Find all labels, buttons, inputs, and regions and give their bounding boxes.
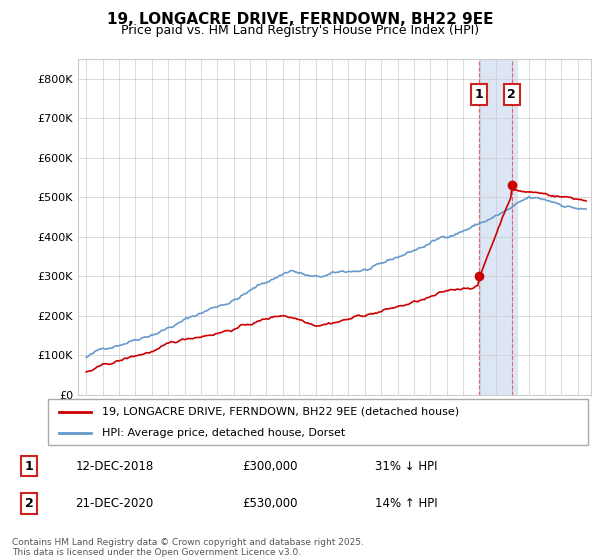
Text: £530,000: £530,000 xyxy=(242,497,298,510)
Bar xyxy=(479,59,517,395)
Text: £300,000: £300,000 xyxy=(242,460,298,473)
Text: Price paid vs. HM Land Registry's House Price Index (HPI): Price paid vs. HM Land Registry's House … xyxy=(121,24,479,36)
Text: 19, LONGACRE DRIVE, FERNDOWN, BH22 9EE: 19, LONGACRE DRIVE, FERNDOWN, BH22 9EE xyxy=(107,12,493,27)
Text: Contains HM Land Registry data © Crown copyright and database right 2025.
This d: Contains HM Land Registry data © Crown c… xyxy=(12,538,364,557)
FancyBboxPatch shape xyxy=(48,399,588,445)
Text: 12-DEC-2018: 12-DEC-2018 xyxy=(76,460,154,473)
Text: 14% ↑ HPI: 14% ↑ HPI xyxy=(375,497,437,510)
Text: 2: 2 xyxy=(25,497,34,510)
Text: 21-DEC-2020: 21-DEC-2020 xyxy=(76,497,154,510)
Text: HPI: Average price, detached house, Dorset: HPI: Average price, detached house, Dors… xyxy=(102,428,345,438)
Text: 1: 1 xyxy=(25,460,34,473)
Text: 19, LONGACRE DRIVE, FERNDOWN, BH22 9EE (detached house): 19, LONGACRE DRIVE, FERNDOWN, BH22 9EE (… xyxy=(102,407,459,417)
Text: 2: 2 xyxy=(508,88,516,101)
Text: 1: 1 xyxy=(475,88,483,101)
Text: 31% ↓ HPI: 31% ↓ HPI xyxy=(375,460,437,473)
